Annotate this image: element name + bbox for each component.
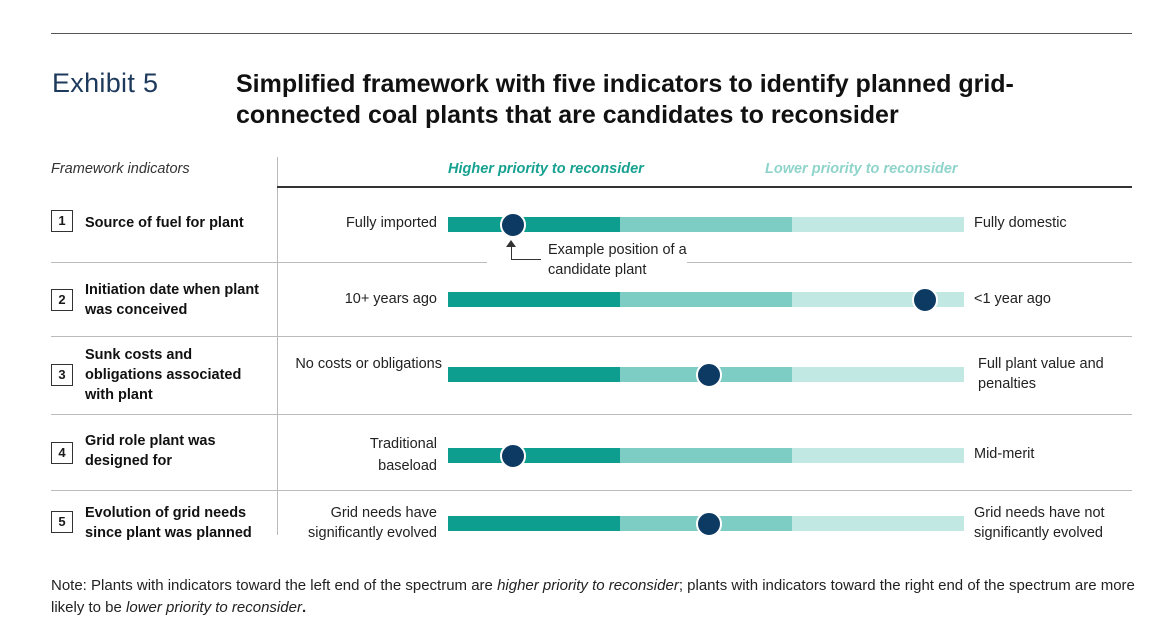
spectrum-bar	[448, 292, 964, 307]
position-marker	[499, 211, 526, 238]
spectrum-segment	[792, 448, 964, 463]
left-end-label: Fully imported	[345, 215, 437, 231]
row-number: 1	[51, 210, 73, 232]
indicator-label: Source of fuel for plant	[85, 215, 244, 231]
arrow-up-icon	[506, 240, 516, 247]
position-marker	[912, 286, 939, 313]
note-text: Note: Plants with indicators toward the …	[51, 577, 498, 594]
left-end-label: Traditional baseload	[369, 436, 437, 474]
spectrum-segment	[448, 448, 620, 463]
row-number: 3	[51, 364, 73, 386]
annotation-line	[511, 246, 512, 260]
framework-indicators-header: Framework indicators	[51, 161, 190, 177]
position-marker	[499, 442, 526, 469]
spectrum-bar	[448, 217, 964, 232]
indicator-label: Sunk costs and obligations associated wi…	[85, 347, 242, 403]
indicator-label: Initiation date when plant was conceived	[85, 282, 259, 318]
higher-priority-header: Higher priority to reconsider	[448, 161, 644, 177]
right-end-label: Full plant value and penalties	[978, 356, 1104, 392]
spectrum-segment	[448, 292, 620, 307]
left-end-label: Grid needs have significantly evolved	[308, 505, 437, 541]
spectrum-segment	[448, 217, 620, 232]
right-end-label: Mid-merit	[974, 446, 1035, 462]
spectrum-bar	[448, 448, 964, 463]
row-number: 2	[51, 289, 73, 311]
row-divider	[51, 490, 1132, 491]
note-emphasis: higher priority to reconsider	[497, 577, 679, 594]
spectrum-segment	[448, 367, 620, 382]
spectrum-bar	[448, 516, 964, 531]
right-end-label: Grid needs have not significantly evolve…	[974, 505, 1105, 541]
left-end-label: 10+ years ago	[344, 291, 437, 307]
indicator-label: Evolution of grid needs since plant was …	[85, 505, 252, 541]
row-number: 4	[51, 442, 73, 464]
spectrum-segment	[792, 292, 964, 307]
note-emphasis: lower priority to reconsider	[126, 599, 302, 616]
position-marker	[695, 361, 722, 388]
column-divider	[277, 157, 278, 535]
right-end-label: <1 year ago	[974, 291, 1051, 307]
header-rule	[277, 186, 1132, 188]
spectrum-segment	[620, 217, 792, 232]
annotation-text: Example position of a candidate plant	[548, 242, 687, 278]
annotation-background	[487, 261, 687, 265]
row-divider	[51, 336, 1132, 337]
row-number: 5	[51, 511, 73, 533]
spectrum-segment	[620, 448, 792, 463]
left-end-label: No costs or obligations	[295, 356, 442, 372]
footnote: Note: Plants with indicators toward the …	[51, 575, 1141, 619]
note-text: ; plants with indicators toward the righ…	[51, 577, 1135, 616]
spectrum-segment	[792, 217, 964, 232]
note-text: .	[301, 599, 307, 616]
spectrum-segment	[792, 516, 964, 531]
indicator-label: Grid role plant was designed for	[85, 433, 216, 469]
top-rule	[51, 33, 1132, 34]
row-divider	[51, 414, 1132, 415]
spectrum-segment	[792, 367, 964, 382]
lower-priority-header: Lower priority to reconsider	[765, 161, 958, 177]
exhibit-label: Exhibit 5	[52, 68, 159, 98]
spectrum-segment	[620, 292, 792, 307]
right-end-label: Fully domestic	[974, 215, 1067, 231]
position-marker	[695, 510, 722, 537]
page-title: Simplified framework with five indicator…	[236, 70, 1014, 129]
annotation-line	[511, 259, 541, 260]
spectrum-segment	[448, 516, 620, 531]
